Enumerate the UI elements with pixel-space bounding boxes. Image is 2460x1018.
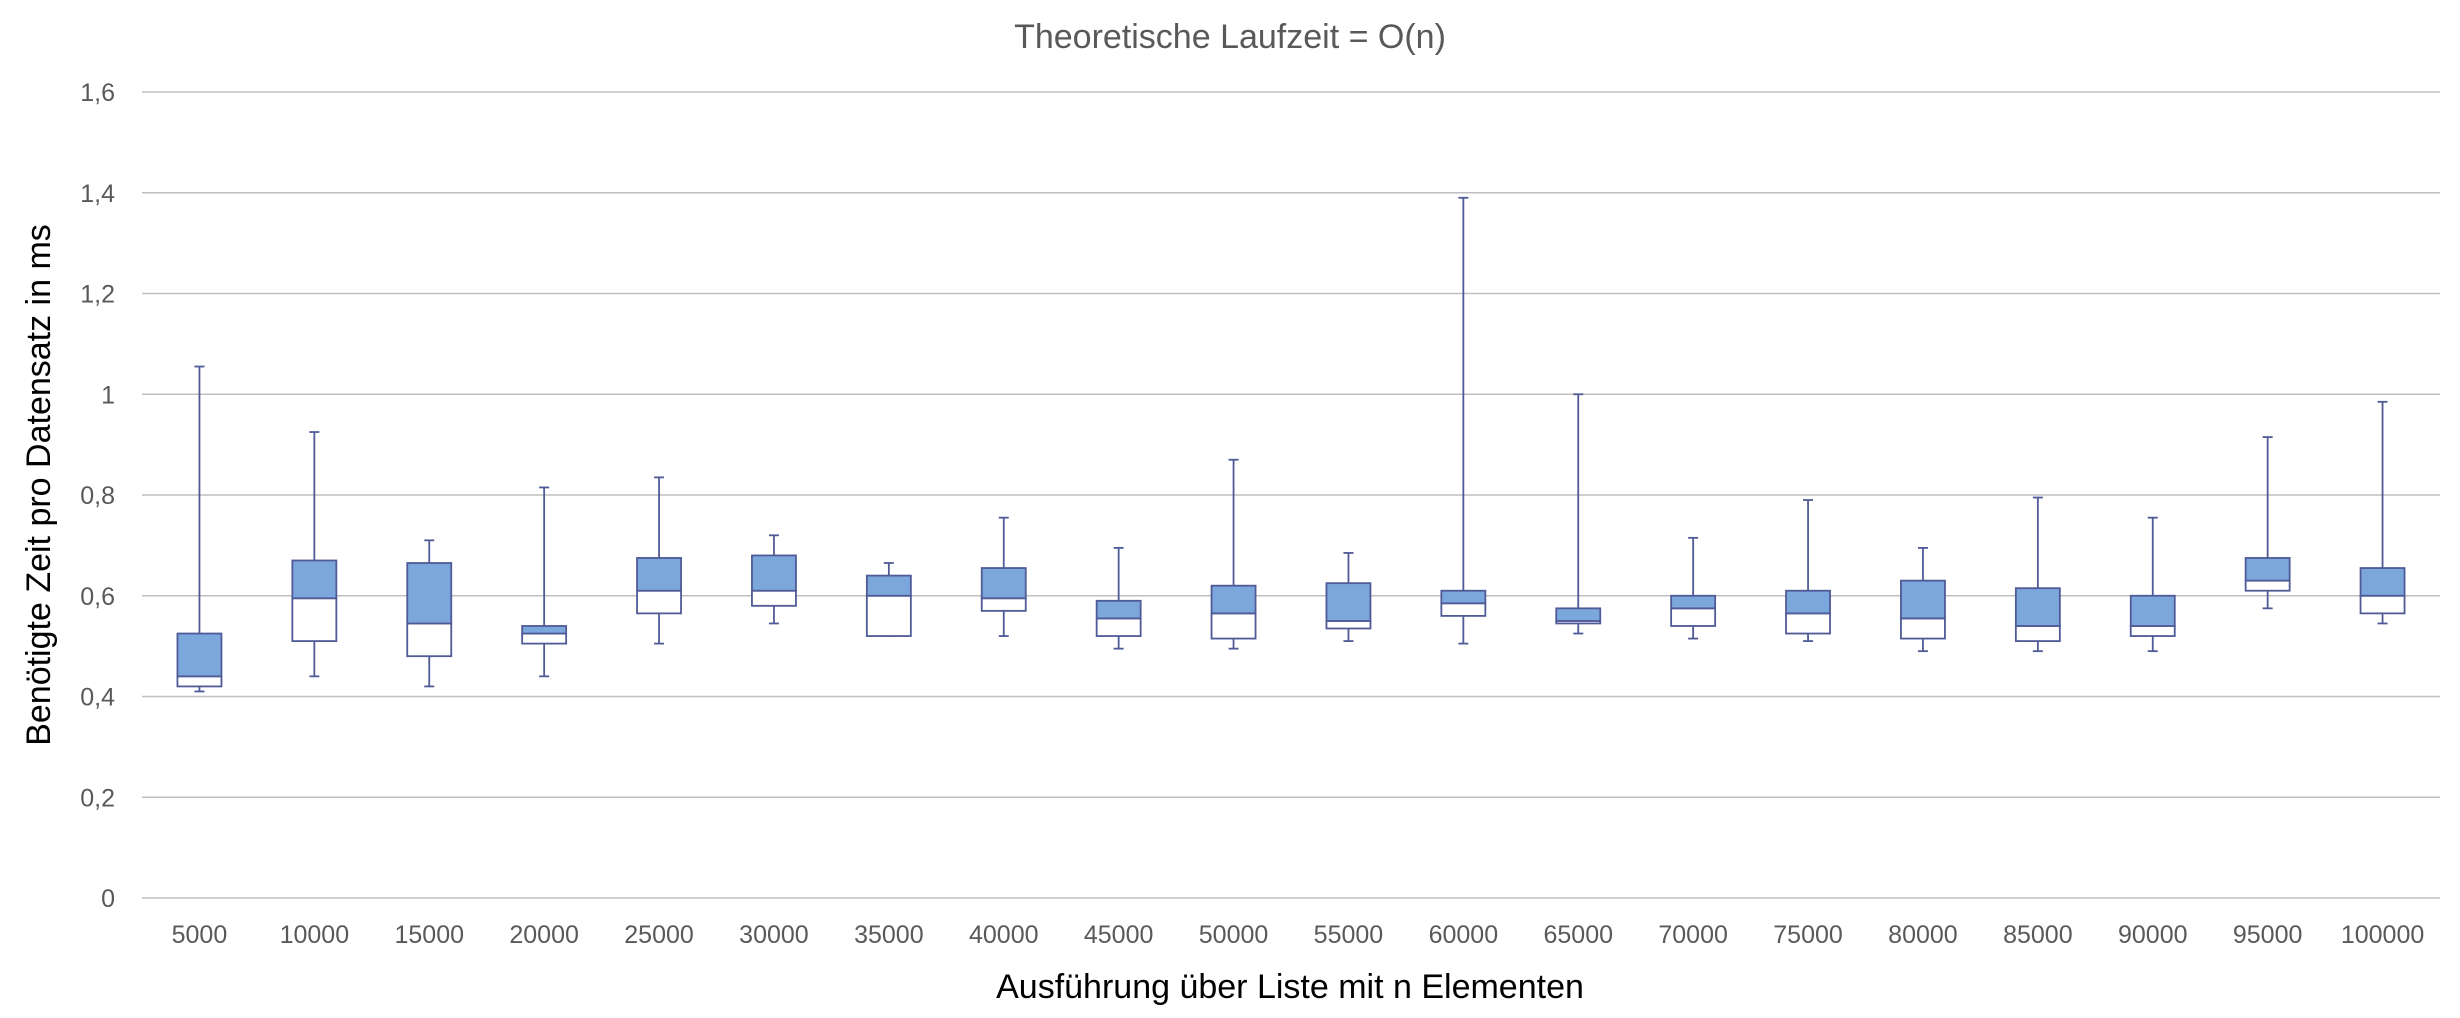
upper-box: [636, 557, 682, 592]
y-tick-label: 0,2: [80, 784, 115, 812]
box-35000: [865, 562, 912, 637]
lower-box: [1785, 612, 1831, 635]
box-60000: [1440, 196, 1487, 645]
y-tick-label: 0,6: [80, 583, 115, 611]
upper-box: [1785, 589, 1831, 615]
upper-box: [176, 632, 223, 678]
gridlines: [142, 91, 2440, 899]
lower-box: [1440, 602, 1487, 617]
lower-box: [2244, 579, 2291, 592]
x-tick-label: 15000: [394, 921, 464, 949]
upper-box: [1325, 582, 1372, 622]
box-15000: [406, 539, 453, 688]
x-tick-label: 35000: [854, 921, 924, 949]
upper-box: [2359, 567, 2406, 597]
lower-box: [291, 597, 338, 642]
upper-box: [865, 574, 912, 597]
lower-box: [176, 675, 223, 688]
lower-box: [636, 589, 682, 615]
upper-box: [2014, 587, 2061, 627]
upper-box: [2129, 594, 2176, 627]
box-55000: [1325, 552, 1372, 642]
upper-box: [2244, 557, 2291, 582]
upper-box: [291, 559, 338, 600]
lower-box: [521, 632, 568, 645]
y-tick-label: 1: [101, 381, 115, 409]
upper-box: [1670, 594, 1717, 610]
upper-box: [1095, 599, 1142, 620]
x-tick-label: 70000: [1658, 921, 1728, 949]
box-85000: [2014, 496, 2061, 653]
y-tick-label: 0,8: [80, 482, 115, 510]
lower-box: [2129, 625, 2176, 637]
lower-box: [2359, 594, 2406, 615]
lower-box: [1210, 612, 1257, 640]
x-tick-label: 50000: [1199, 921, 1269, 949]
lower-box: [406, 622, 453, 658]
lower-box: [1670, 607, 1717, 627]
box-75000: [1785, 499, 1831, 642]
box-25000: [636, 476, 682, 645]
x-tick-label: 40000: [969, 921, 1039, 949]
chart-title: Theoretische Laufzeit = O(n): [1014, 18, 1446, 56]
x-tick-label: 30000: [739, 921, 809, 949]
upper-box: [521, 625, 568, 635]
box-20000: [521, 486, 568, 678]
x-tick-label: 45000: [1084, 921, 1154, 949]
box-45000: [1095, 546, 1142, 650]
x-tick-label: 25000: [624, 921, 694, 949]
x-tick-label: 90000: [2118, 921, 2188, 949]
x-tick-label: 20000: [509, 921, 579, 949]
x-tick-label: 80000: [1888, 921, 1958, 949]
upper-box: [1900, 579, 1946, 620]
box-5000: [176, 365, 223, 693]
box-50000: [1210, 458, 1257, 650]
x-tick-label: 5000: [172, 921, 228, 949]
lower-box: [865, 594, 912, 637]
box-65000: [1555, 393, 1602, 635]
x-axis-title: Ausführung über Liste mit n Elementen: [996, 968, 1584, 1006]
y-tick-label: 1,6: [80, 79, 115, 107]
upper-box: [1210, 584, 1257, 615]
x-tick-label: 10000: [280, 921, 350, 949]
boxes: [176, 196, 2406, 693]
box-90000: [2129, 516, 2176, 653]
upper-box: [1555, 607, 1602, 622]
y-tick-label: 0: [101, 885, 115, 913]
upper-box: [406, 562, 453, 625]
y-tick-label: 1,2: [80, 281, 115, 309]
box-80000: [1900, 546, 1946, 653]
x-tick-label: 100000: [2341, 921, 2424, 949]
box-40000: [980, 516, 1027, 637]
upper-box: [980, 567, 1027, 600]
x-tick-label: 55000: [1314, 921, 1384, 949]
y-tick-label: 1,4: [80, 180, 115, 208]
lower-box: [1095, 617, 1142, 637]
lower-box: [1900, 617, 1946, 640]
lower-box: [980, 597, 1027, 612]
upper-box: [1440, 589, 1487, 605]
box-95000: [2244, 436, 2291, 610]
x-tick-label: 75000: [1773, 921, 1843, 949]
x-tick-label: 85000: [2003, 921, 2073, 949]
box-70000: [1670, 536, 1717, 640]
y-axis-title: Benötigte Zeit pro Datensatz in ms: [20, 224, 58, 746]
lower-box: [751, 589, 797, 607]
box-10000: [291, 431, 338, 678]
box-100000: [2359, 400, 2406, 625]
x-tick-label: 60000: [1429, 921, 1499, 949]
upper-box: [751, 554, 797, 592]
lower-box: [2014, 625, 2061, 642]
lower-box: [1325, 620, 1372, 630]
x-tick-label: 65000: [1543, 921, 1613, 949]
y-tick-labels: 0 0,2 0,4 0,6 0,8 1 1,2 1,4 1,6: [80, 79, 115, 913]
box-30000: [751, 534, 797, 625]
y-tick-label: 0,4: [80, 684, 115, 712]
x-tick-labels: 5000 10000 15000 20000 25000 30000 35000 40000 4…: [172, 921, 2425, 949]
x-tick-label: 95000: [2233, 921, 2303, 949]
